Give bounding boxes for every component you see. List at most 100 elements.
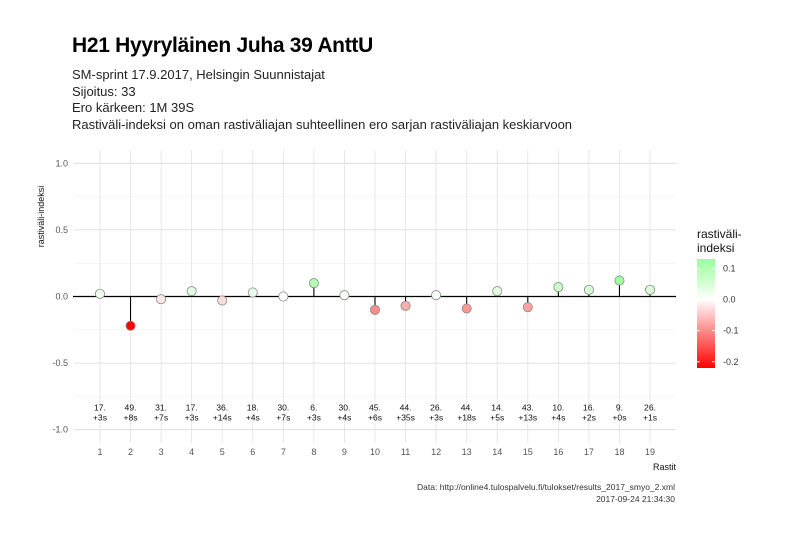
data-point	[614, 275, 625, 286]
subtitle-gap: Ero kärkeen: 1M 39S	[72, 100, 195, 115]
annotation-diff: +6s	[368, 412, 382, 422]
annotation-diff: +3s	[185, 412, 199, 422]
annotation-diff: +3s	[307, 412, 321, 422]
caption-timestamp: 2017-09-24 21:34:30	[596, 494, 675, 504]
y-tick-label: 1.0	[55, 158, 68, 168]
annotation-diff: +13s	[518, 412, 537, 422]
annotation-diff: +7s	[154, 412, 168, 422]
data-point	[247, 287, 258, 298]
caption-source: Data: http://online4.tulospalvelu.fi/tul…	[417, 482, 675, 492]
annotation-diff: +7s	[276, 412, 290, 422]
data-point	[217, 295, 228, 306]
x-tick-label: 14	[492, 447, 502, 457]
data-point	[522, 302, 533, 313]
data-point	[369, 304, 380, 315]
annotation-rank: 44.	[400, 402, 412, 412]
x-tick-label: 7	[281, 447, 286, 457]
subtitle-event: SM-sprint 17.9.2017, Helsingin Suunnista…	[72, 67, 325, 82]
annotations: 17.+3s49.+8s31.+7s17.+3s36.+14s18.+4s30.…	[93, 402, 657, 422]
annotation-rank: 10.	[552, 402, 564, 412]
annotation-rank: 6.	[310, 402, 317, 412]
legend-tick-label: -0.1	[723, 326, 739, 336]
data-point	[645, 284, 656, 295]
x-axis-label: Rastit	[653, 462, 677, 472]
data-point	[308, 278, 319, 289]
annotation-diff: +4s	[337, 412, 351, 422]
data-point	[125, 320, 136, 331]
x-tick-label: 4	[189, 447, 194, 457]
annotation-rank: 18.	[247, 402, 259, 412]
annotation-rank: 17.	[94, 402, 106, 412]
data-point	[186, 286, 197, 297]
y-tick-label: 0.0	[55, 292, 68, 302]
x-tick-label: 19	[645, 447, 655, 457]
data-point	[431, 290, 442, 301]
annotation-diff: +35s	[396, 412, 415, 422]
data-point	[492, 286, 503, 297]
x-tick-label: 16	[553, 447, 563, 457]
annotation-rank: 14.	[491, 402, 503, 412]
data-point	[400, 300, 411, 311]
legend-tick-label: 0.1	[723, 263, 736, 273]
x-tick-label: 2	[128, 447, 133, 457]
x-tick-label: 11	[401, 447, 410, 457]
legend-tick-label: 0.0	[723, 294, 736, 304]
x-tick-label: 18	[614, 447, 624, 457]
annotation-rank: 9.	[616, 402, 623, 412]
annotation-rank: 16.	[583, 402, 595, 412]
annotation-diff: +4s	[551, 412, 565, 422]
annotation-diff: +0s	[612, 412, 626, 422]
annotation-diff: +18s	[457, 412, 476, 422]
legend-colorbar	[697, 259, 715, 368]
data-point	[339, 290, 350, 301]
annotation-diff: +1s	[643, 412, 657, 422]
caption: Data: http://online4.tulospalvelu.fi/tul…	[417, 481, 675, 505]
annotation-rank: 31.	[155, 402, 167, 412]
x-tick-label: 12	[431, 447, 441, 457]
legend-title-line2: indeksi	[697, 241, 734, 255]
annotation-diff: +2s	[582, 412, 596, 422]
annotation-diff: +3s	[93, 412, 107, 422]
chart-subtitle: SM-sprint 17.9.2017, Helsingin Suunnista…	[72, 67, 572, 133]
x-tick-label: 6	[250, 447, 255, 457]
legend-ticks: 0.1 0.0 -0.1 -0.2	[697, 263, 739, 367]
annotation-diff: +8s	[123, 412, 137, 422]
x-tick-label: 3	[159, 447, 164, 457]
annotation-diff: +5s	[490, 412, 504, 422]
x-tick-label: 13	[462, 447, 472, 457]
legend-tick-label: -0.2	[723, 357, 739, 367]
legend-title-line1: rastiväli-	[697, 227, 742, 241]
data-point	[553, 282, 564, 293]
y-axis-label: rastiväli-indeksi	[36, 186, 46, 248]
data-point	[94, 288, 105, 299]
annotation-diff: +3s	[429, 412, 443, 422]
annotation-rank: 43.	[522, 402, 534, 412]
y-axis: 1.0 0.5 0.0 -0.5 -1.0	[52, 158, 68, 434]
x-tick-label: 9	[342, 447, 347, 457]
data-point	[583, 284, 594, 295]
x-tick-label: 8	[311, 447, 316, 457]
y-tick-label: -0.5	[52, 358, 68, 368]
y-tick-label: -1.0	[52, 425, 68, 435]
annotation-diff: +14s	[213, 412, 232, 422]
annotation-rank: 17.	[186, 402, 198, 412]
x-tick-label: 15	[523, 447, 533, 457]
x-axis: 1 2 3 4 5 6 7 8 9 10 11 12 13 14 15 16 17 18 19	[97, 447, 655, 457]
annotation-rank: 30.	[277, 402, 289, 412]
annotation-rank: 49.	[125, 402, 137, 412]
data-point	[461, 303, 472, 314]
annotation-rank: 26.	[430, 402, 442, 412]
color-legend: rastiväli- indeksi 0.1 0.0 -0.1 -0.2	[697, 227, 742, 368]
x-tick-label: 5	[220, 447, 225, 457]
y-tick-label: 0.5	[55, 225, 68, 235]
annotation-rank: 36.	[216, 402, 228, 412]
chart-title: H21 Hyyryläinen Juha 39 AnttU	[72, 34, 373, 57]
annotation-rank: 45.	[369, 402, 381, 412]
data-marks	[94, 275, 656, 331]
subtitle-rank: Sijoitus: 33	[72, 83, 136, 99]
subtitle-description: Rastiväli-indeksi on oman rastiväliajan …	[72, 116, 573, 132]
annotation-rank: 44.	[461, 402, 473, 412]
annotation-diff: +4s	[246, 412, 260, 422]
data-point	[156, 294, 167, 305]
